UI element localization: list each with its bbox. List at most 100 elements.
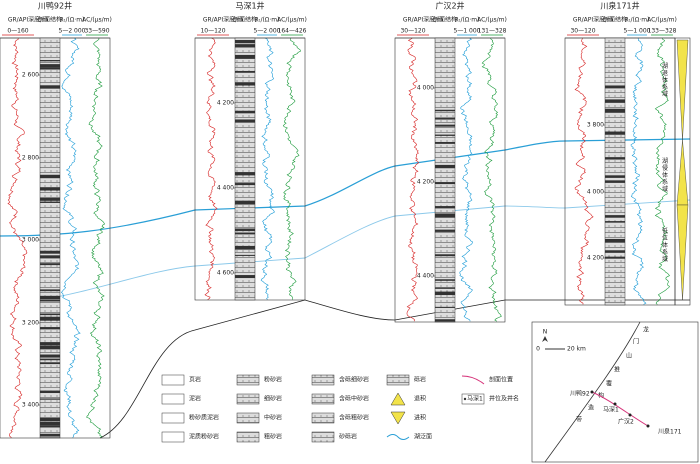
legend-item: 湖泛面 [386, 433, 432, 441]
tract-char: 体 [662, 241, 668, 249]
tract-label: 湖退体系域 [662, 62, 668, 98]
belt-char: 门 [633, 338, 639, 346]
tract-char: 湖 [662, 62, 668, 70]
legend-label: 粉砂岩 [264, 376, 282, 384]
legend-label: 粉砂质泥岩 [189, 414, 219, 422]
shale-band [605, 250, 625, 253]
scale-text: 20 km [567, 346, 586, 353]
shale-band [40, 327, 60, 330]
shale-band [605, 99, 625, 103]
col-header: 深度/m [28, 16, 48, 24]
scale: 164—426 [278, 28, 307, 35]
depth-label: 4 400 [417, 273, 434, 280]
col-header: Rₜ/(Ω·m) [60, 17, 85, 24]
depth-label: 3 000 [22, 237, 39, 244]
legend-item: 泥质粉砂岩 [161, 431, 219, 443]
depth-label: 4 000 [587, 189, 604, 196]
map-well [628, 413, 632, 417]
shale-band [435, 279, 455, 281]
belt-char: 带 [576, 416, 582, 424]
shale-band [235, 82, 255, 86]
depth-label: 3 200 [22, 320, 39, 327]
shale-band [40, 174, 60, 179]
legend-label: 含砾细砂岩 [339, 376, 369, 384]
shale-band [605, 238, 625, 243]
log-curve [60, 37, 81, 438]
shale-band [235, 275, 255, 279]
scale: 5—1 000 [624, 28, 651, 35]
scale: 30—120 [570, 28, 595, 35]
flood-surface [0, 138, 691, 237]
shale-band [40, 425, 60, 428]
shale-band [435, 182, 455, 185]
tract-char: 侵 [662, 164, 668, 172]
shale-band [40, 354, 60, 358]
lowstand [676, 204, 689, 301]
shale-band [235, 183, 255, 186]
shale-band [235, 119, 255, 123]
depth-label: 4 200 [417, 179, 434, 186]
legend-item: 含砾中砂岩 [311, 393, 369, 405]
legend-swatch [311, 374, 335, 386]
col-header: 剖面结构 [433, 16, 457, 24]
shale-band [605, 221, 625, 223]
legend-swatch [236, 431, 260, 443]
scale: 0—160 [7, 28, 28, 35]
belt-char: 造 [588, 404, 594, 412]
log-curve [406, 37, 419, 322]
legend-label: 中砂岩 [264, 414, 282, 422]
tract-label: 低位体系域 [662, 227, 668, 263]
col-header: Rₜ/(Ω·m) [625, 17, 650, 24]
lithology [434, 37, 456, 323]
legend-swatch [461, 393, 485, 405]
shale-band [605, 85, 625, 89]
legend-label: 泥岩 [189, 395, 201, 403]
depth-label: 3 400 [22, 402, 39, 409]
legend-label: 含砾粗砂岩 [339, 414, 369, 422]
north-arrow [542, 336, 548, 342]
legend-item: 粉砂岩 [236, 374, 282, 386]
legend-item: 泥岩 [161, 393, 201, 405]
legend-swatch [161, 393, 185, 405]
shale-band [235, 70, 255, 73]
shale-band [235, 44, 255, 47]
shale-band [40, 313, 60, 316]
col-header: AC/(μs/m) [477, 17, 507, 24]
shale-band [235, 172, 255, 176]
tract-char: 位 [662, 234, 668, 242]
tract-char: 体 [662, 76, 668, 84]
scale: 131—328 [478, 28, 507, 35]
log-curve [260, 37, 275, 300]
legend-item: 含砾粗砂岩 [311, 412, 369, 424]
col-header: 剖面结构 [233, 16, 257, 24]
shale-band [605, 131, 625, 135]
lithology [604, 37, 626, 306]
legend-item: 进积 [390, 411, 426, 425]
log-curve [204, 37, 218, 300]
depth-label: 3 800 [587, 122, 604, 129]
shale-band [435, 164, 455, 169]
col-header: 深度/m [423, 16, 443, 24]
depth-label: 2 600 [22, 72, 39, 79]
legend-dot [463, 397, 467, 401]
tract-char: 低 [662, 227, 668, 235]
legend-item: 细砂岩 [236, 393, 282, 405]
tract-char: 域 [662, 90, 668, 98]
shale-band [435, 229, 455, 232]
shale-band [40, 85, 60, 89]
legend-flood [386, 434, 410, 440]
legend-swatch [311, 393, 335, 405]
col-header: Rₜ/(Ω·m) [455, 17, 480, 24]
map-well-label: 川泉171 [658, 428, 682, 436]
tract-char: 域 [662, 185, 668, 193]
depth-label: 4 000 [417, 85, 434, 92]
col-header: 深度/m [593, 16, 613, 24]
log-curve [630, 37, 647, 305]
shale-band [435, 319, 455, 322]
shale-band [40, 342, 60, 346]
col-header: AC/(μs/m) [647, 17, 677, 24]
legend-label: 湖泛面 [414, 433, 432, 441]
legend-label: 砂砾岩 [339, 433, 357, 441]
shale-band [40, 299, 60, 302]
